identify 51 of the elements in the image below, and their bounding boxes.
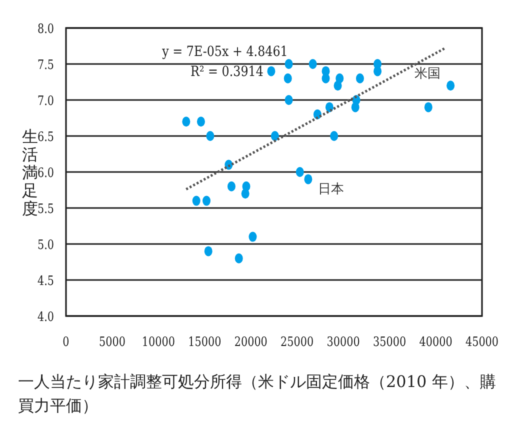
y-tick-label: 4.0 <box>37 308 54 324</box>
point <box>304 174 312 184</box>
point <box>284 59 293 69</box>
point <box>424 102 432 112</box>
x-tick-label: 35000 <box>373 334 406 350</box>
x-tick-label: 10000 <box>142 334 175 350</box>
annotation: y = 7E-05x + 4.8461 <box>161 44 288 60</box>
point <box>330 131 338 141</box>
point <box>374 66 382 76</box>
point <box>202 196 211 206</box>
point <box>206 131 214 141</box>
x-tick-label: 45000 <box>465 334 499 350</box>
point <box>334 80 342 91</box>
point <box>270 131 279 141</box>
y-tick-label: 5.0 <box>37 236 54 252</box>
point <box>308 59 317 69</box>
point <box>234 253 243 264</box>
point <box>241 188 250 199</box>
x-tick-label: 15000 <box>188 334 222 350</box>
point <box>322 73 330 84</box>
y-tick-label: 6.5 <box>37 128 54 144</box>
x-tick-label: 25000 <box>280 334 314 350</box>
x-tick-label: 40000 <box>419 334 452 350</box>
y-axis-title: 生活満足度 <box>22 127 38 218</box>
annotation: 日本 <box>318 182 344 198</box>
y-tick-label: 8.0 <box>37 20 54 36</box>
point <box>351 102 360 112</box>
point <box>296 167 304 177</box>
x-axis-title: 一人当たり家計調整可処分所得（米ドル固定価格（2010 年）、購買力平価） <box>18 371 497 417</box>
x-tick-label: 5000 <box>98 334 126 350</box>
point <box>192 196 200 206</box>
point <box>204 246 212 256</box>
y-tick-label: 7.0 <box>37 92 54 108</box>
y-tick-label: 5.5 <box>37 200 54 216</box>
y-tick-label: 6.0 <box>37 164 54 180</box>
point <box>267 66 276 76</box>
x-tick-label: 30000 <box>326 334 360 350</box>
point <box>182 116 190 127</box>
x-tick-label: 20000 <box>234 334 268 350</box>
point <box>284 73 292 84</box>
point <box>196 116 205 127</box>
annotation: R² = 0.3914 <box>190 64 264 80</box>
point <box>284 95 293 105</box>
point <box>446 80 455 91</box>
point <box>356 73 364 84</box>
x-tick-label: 0 <box>62 334 70 350</box>
point <box>227 181 236 192</box>
y-tick-label: 7.5 <box>37 56 54 72</box>
y-tick-label: 4.5 <box>37 272 54 288</box>
point <box>248 232 257 242</box>
annotation: 米国 <box>414 66 441 82</box>
